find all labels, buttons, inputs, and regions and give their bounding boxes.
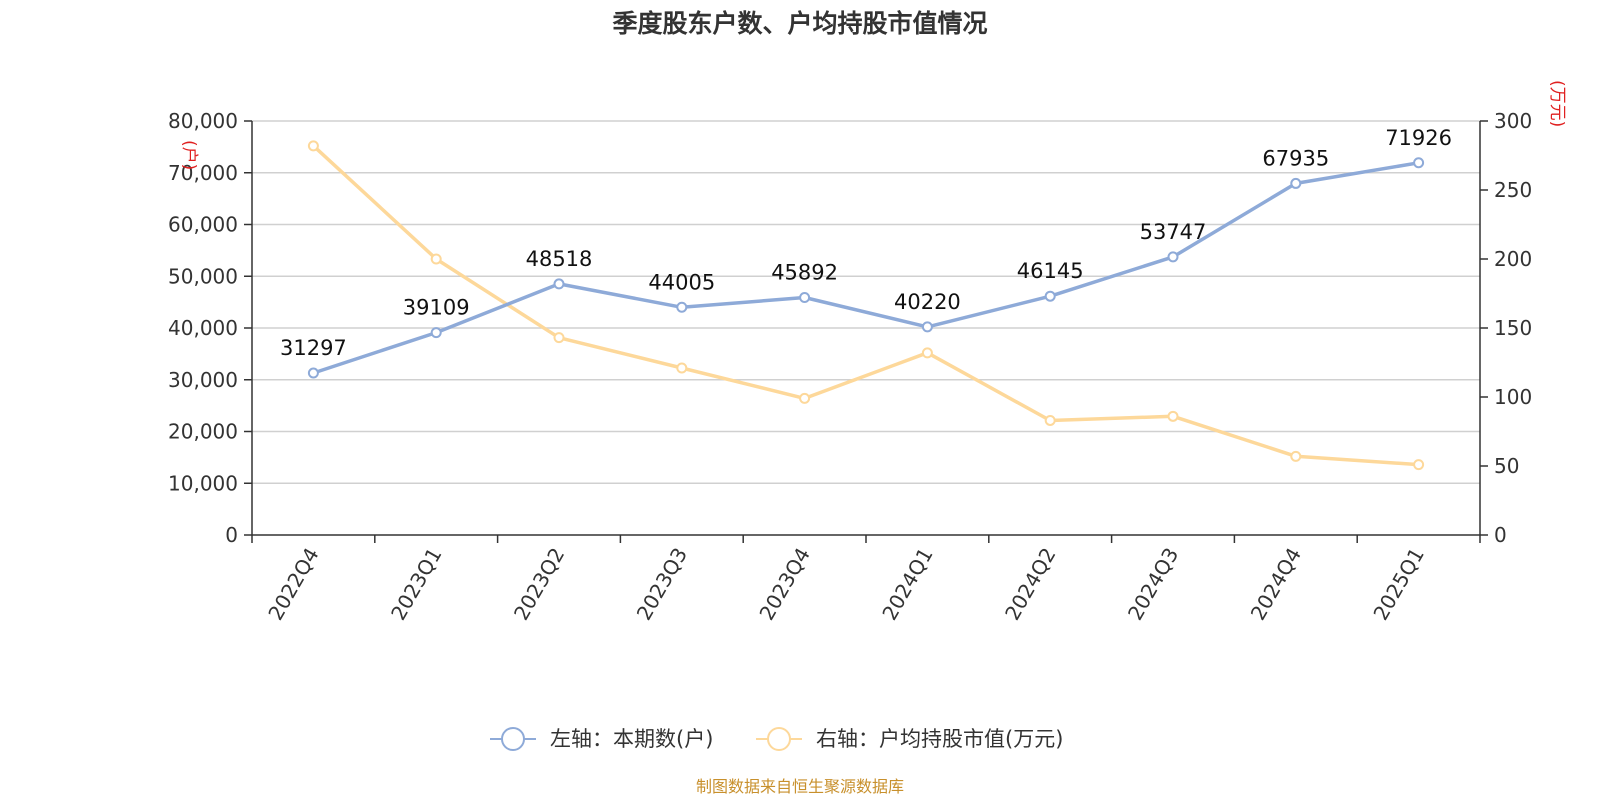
left-axis-ticks: 0 10,000 20,000 30,000 40,000 50,000 60,000 70,…	[168, 109, 252, 547]
left-tick-label: 20,000	[168, 420, 238, 444]
point-left	[307, 367, 319, 379]
left-tick-label: 50,000	[168, 264, 238, 288]
data-label: 71926	[1385, 126, 1452, 150]
data-label: 45892	[771, 261, 838, 285]
data-labels: 31297 39109 48518 44005 45892 40220 46145 53747…	[280, 126, 1452, 360]
right-tick-label: 0	[1494, 523, 1507, 547]
left-tick-label: 70,000	[168, 161, 238, 185]
right-tick-label: 100	[1494, 385, 1532, 409]
data-label: 40220	[894, 290, 961, 314]
data-label: 46145	[1017, 259, 1084, 283]
x-tick-label: 2024Q4	[1246, 544, 1306, 625]
right-tick-label: 200	[1494, 247, 1532, 271]
point-left	[553, 278, 565, 290]
x-axis-ticks: 2022Q4 2023Q1 2023Q2 2023Q3 2023Q4 2024Q1 2024…	[251, 535, 1481, 625]
point-left	[1044, 290, 1056, 302]
right-tick-label: 50	[1494, 454, 1519, 478]
data-label: 31297	[280, 336, 347, 360]
legend-label-left: 左轴：本期数(户)	[550, 727, 713, 751]
right-tick-label: 250	[1494, 178, 1532, 202]
point-left	[1290, 177, 1302, 189]
left-axis-unit: (户)	[179, 140, 199, 170]
x-tick-label: 2023Q4	[754, 544, 814, 625]
data-label: 53747	[1140, 220, 1207, 244]
legend: 左轴：本期数(户) 右轴：户均持股市值(万元)	[490, 727, 1063, 751]
point-right	[799, 392, 811, 404]
x-tick-label: 2023Q1	[386, 544, 446, 625]
legend-marker-right	[767, 727, 791, 751]
right-tick-label: 300	[1494, 109, 1532, 133]
point-right	[1290, 450, 1302, 462]
series-line-right	[312, 144, 1419, 467]
point-right	[430, 253, 442, 265]
point-left	[430, 327, 442, 339]
x-tick-label: 2024Q2	[1000, 544, 1060, 625]
left-tick-label: 10,000	[168, 471, 238, 495]
legend-label-right: 右轴：户均持股市值(万元)	[816, 727, 1063, 751]
point-right	[1413, 459, 1425, 471]
x-tick-label: 2024Q3	[1123, 544, 1183, 625]
point-left	[676, 301, 688, 313]
point-left	[799, 292, 811, 304]
left-tick-label: 60,000	[168, 213, 238, 237]
legend-item-right-series[interactable]: 右轴：户均持股市值(万元)	[756, 727, 1063, 751]
point-right	[676, 362, 688, 374]
source-note: 制图数据来自恒生聚源数据库	[696, 777, 904, 796]
data-label: 39109	[403, 296, 470, 320]
right-axis-ticks: 0 50 100 150 200 250 300	[1480, 109, 1532, 547]
chart-title: 季度股东户数、户均持股市值情况	[612, 9, 987, 38]
data-label: 44005	[648, 270, 715, 294]
x-tick-label: 2025Q1	[1368, 544, 1428, 625]
left-tick-label: 30,000	[168, 368, 238, 392]
right-axis-unit: (万元)	[1547, 80, 1567, 127]
left-tick-label: 0	[225, 523, 238, 547]
legend-marker-left	[501, 727, 525, 751]
point-left	[921, 321, 933, 333]
point-right	[553, 332, 565, 344]
series-line-left	[312, 161, 1419, 375]
x-tick-label: 2023Q2	[509, 544, 569, 625]
left-tick-label: 40,000	[168, 316, 238, 340]
data-label: 48518	[526, 247, 593, 271]
legend-item-left-series[interactable]: 左轴：本期数(户)	[490, 727, 713, 751]
series-points	[307, 140, 1425, 471]
point-left	[1413, 157, 1425, 169]
x-tick-label: 2022Q4	[263, 544, 323, 625]
point-right	[1167, 410, 1179, 422]
series-lines	[312, 144, 1419, 467]
gridlines	[252, 120, 1480, 484]
left-tick-label: 80,000	[168, 109, 238, 133]
x-tick-label: 2023Q3	[632, 544, 692, 625]
point-right	[1044, 414, 1056, 426]
point-right	[921, 347, 933, 359]
point-left	[1167, 251, 1179, 263]
point-right	[307, 140, 319, 152]
data-label: 67935	[1262, 146, 1329, 170]
x-tick-label: 2024Q1	[877, 544, 937, 625]
right-tick-label: 150	[1494, 316, 1532, 340]
